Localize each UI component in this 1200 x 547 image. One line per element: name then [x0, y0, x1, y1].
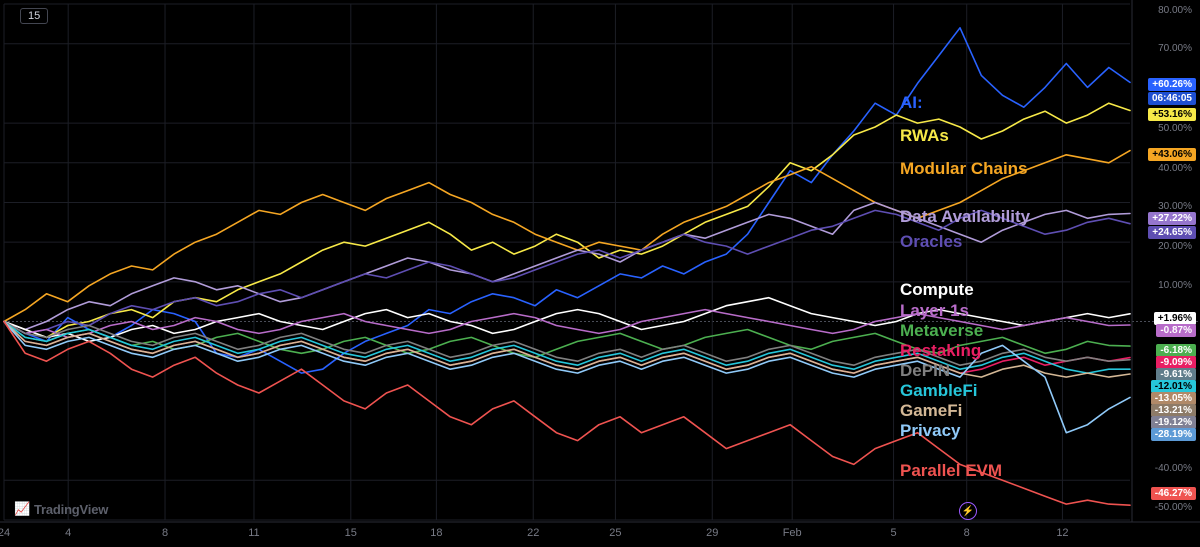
price-tag: +53.16%: [1148, 108, 1196, 121]
tradingview-watermark: 📈 TradingView: [14, 501, 108, 517]
watermark-glyph: 📈: [14, 501, 30, 517]
svg-text:4: 4: [65, 527, 71, 539]
price-tag: 80.00%: [1154, 4, 1196, 17]
price-tag: 10.00%: [1154, 279, 1196, 292]
price-tag: -46.27%: [1151, 487, 1196, 500]
svg-text:8: 8: [162, 527, 168, 539]
price-tag: +43.06%: [1148, 148, 1196, 161]
price-tag: +27.22%: [1148, 212, 1196, 225]
svg-text:Feb: Feb: [783, 527, 802, 539]
svg-text:29: 29: [706, 527, 718, 539]
price-tag: 50.00%: [1154, 122, 1196, 135]
price-tag: -50.00%: [1151, 501, 1196, 514]
performance-chart[interactable]: 24 4 8 11 15 18 22 25 29 Feb 5 8 12: [0, 0, 1200, 547]
svg-text:15: 15: [345, 527, 357, 539]
price-tag: 20.00%: [1154, 240, 1196, 253]
price-tag: -0.87%: [1156, 324, 1196, 337]
price-tag: 40.00%: [1154, 162, 1196, 175]
svg-text:25: 25: [609, 527, 621, 539]
price-tag: 06:46:05: [1148, 92, 1196, 105]
svg-text:11: 11: [248, 527, 259, 539]
timeframe-selector[interactable]: 15: [20, 8, 48, 24]
watermark-text: TradingView: [34, 502, 108, 517]
price-tag: +24.65%: [1148, 226, 1196, 239]
flash-icon[interactable]: ⚡: [959, 502, 977, 520]
svg-text:8: 8: [964, 527, 970, 539]
svg-text:5: 5: [890, 527, 896, 539]
svg-text:18: 18: [430, 527, 442, 539]
price-tag: -40.00%: [1151, 462, 1196, 475]
svg-text:24: 24: [0, 527, 10, 539]
svg-text:12: 12: [1056, 527, 1068, 539]
timeframe-label: 15: [28, 10, 40, 22]
price-tag: 70.00%: [1154, 42, 1196, 55]
svg-text:22: 22: [527, 527, 539, 539]
price-tag: +60.26%: [1148, 78, 1196, 91]
flash-glyph: ⚡: [961, 506, 973, 517]
price-tag: -28.19%: [1151, 428, 1196, 441]
